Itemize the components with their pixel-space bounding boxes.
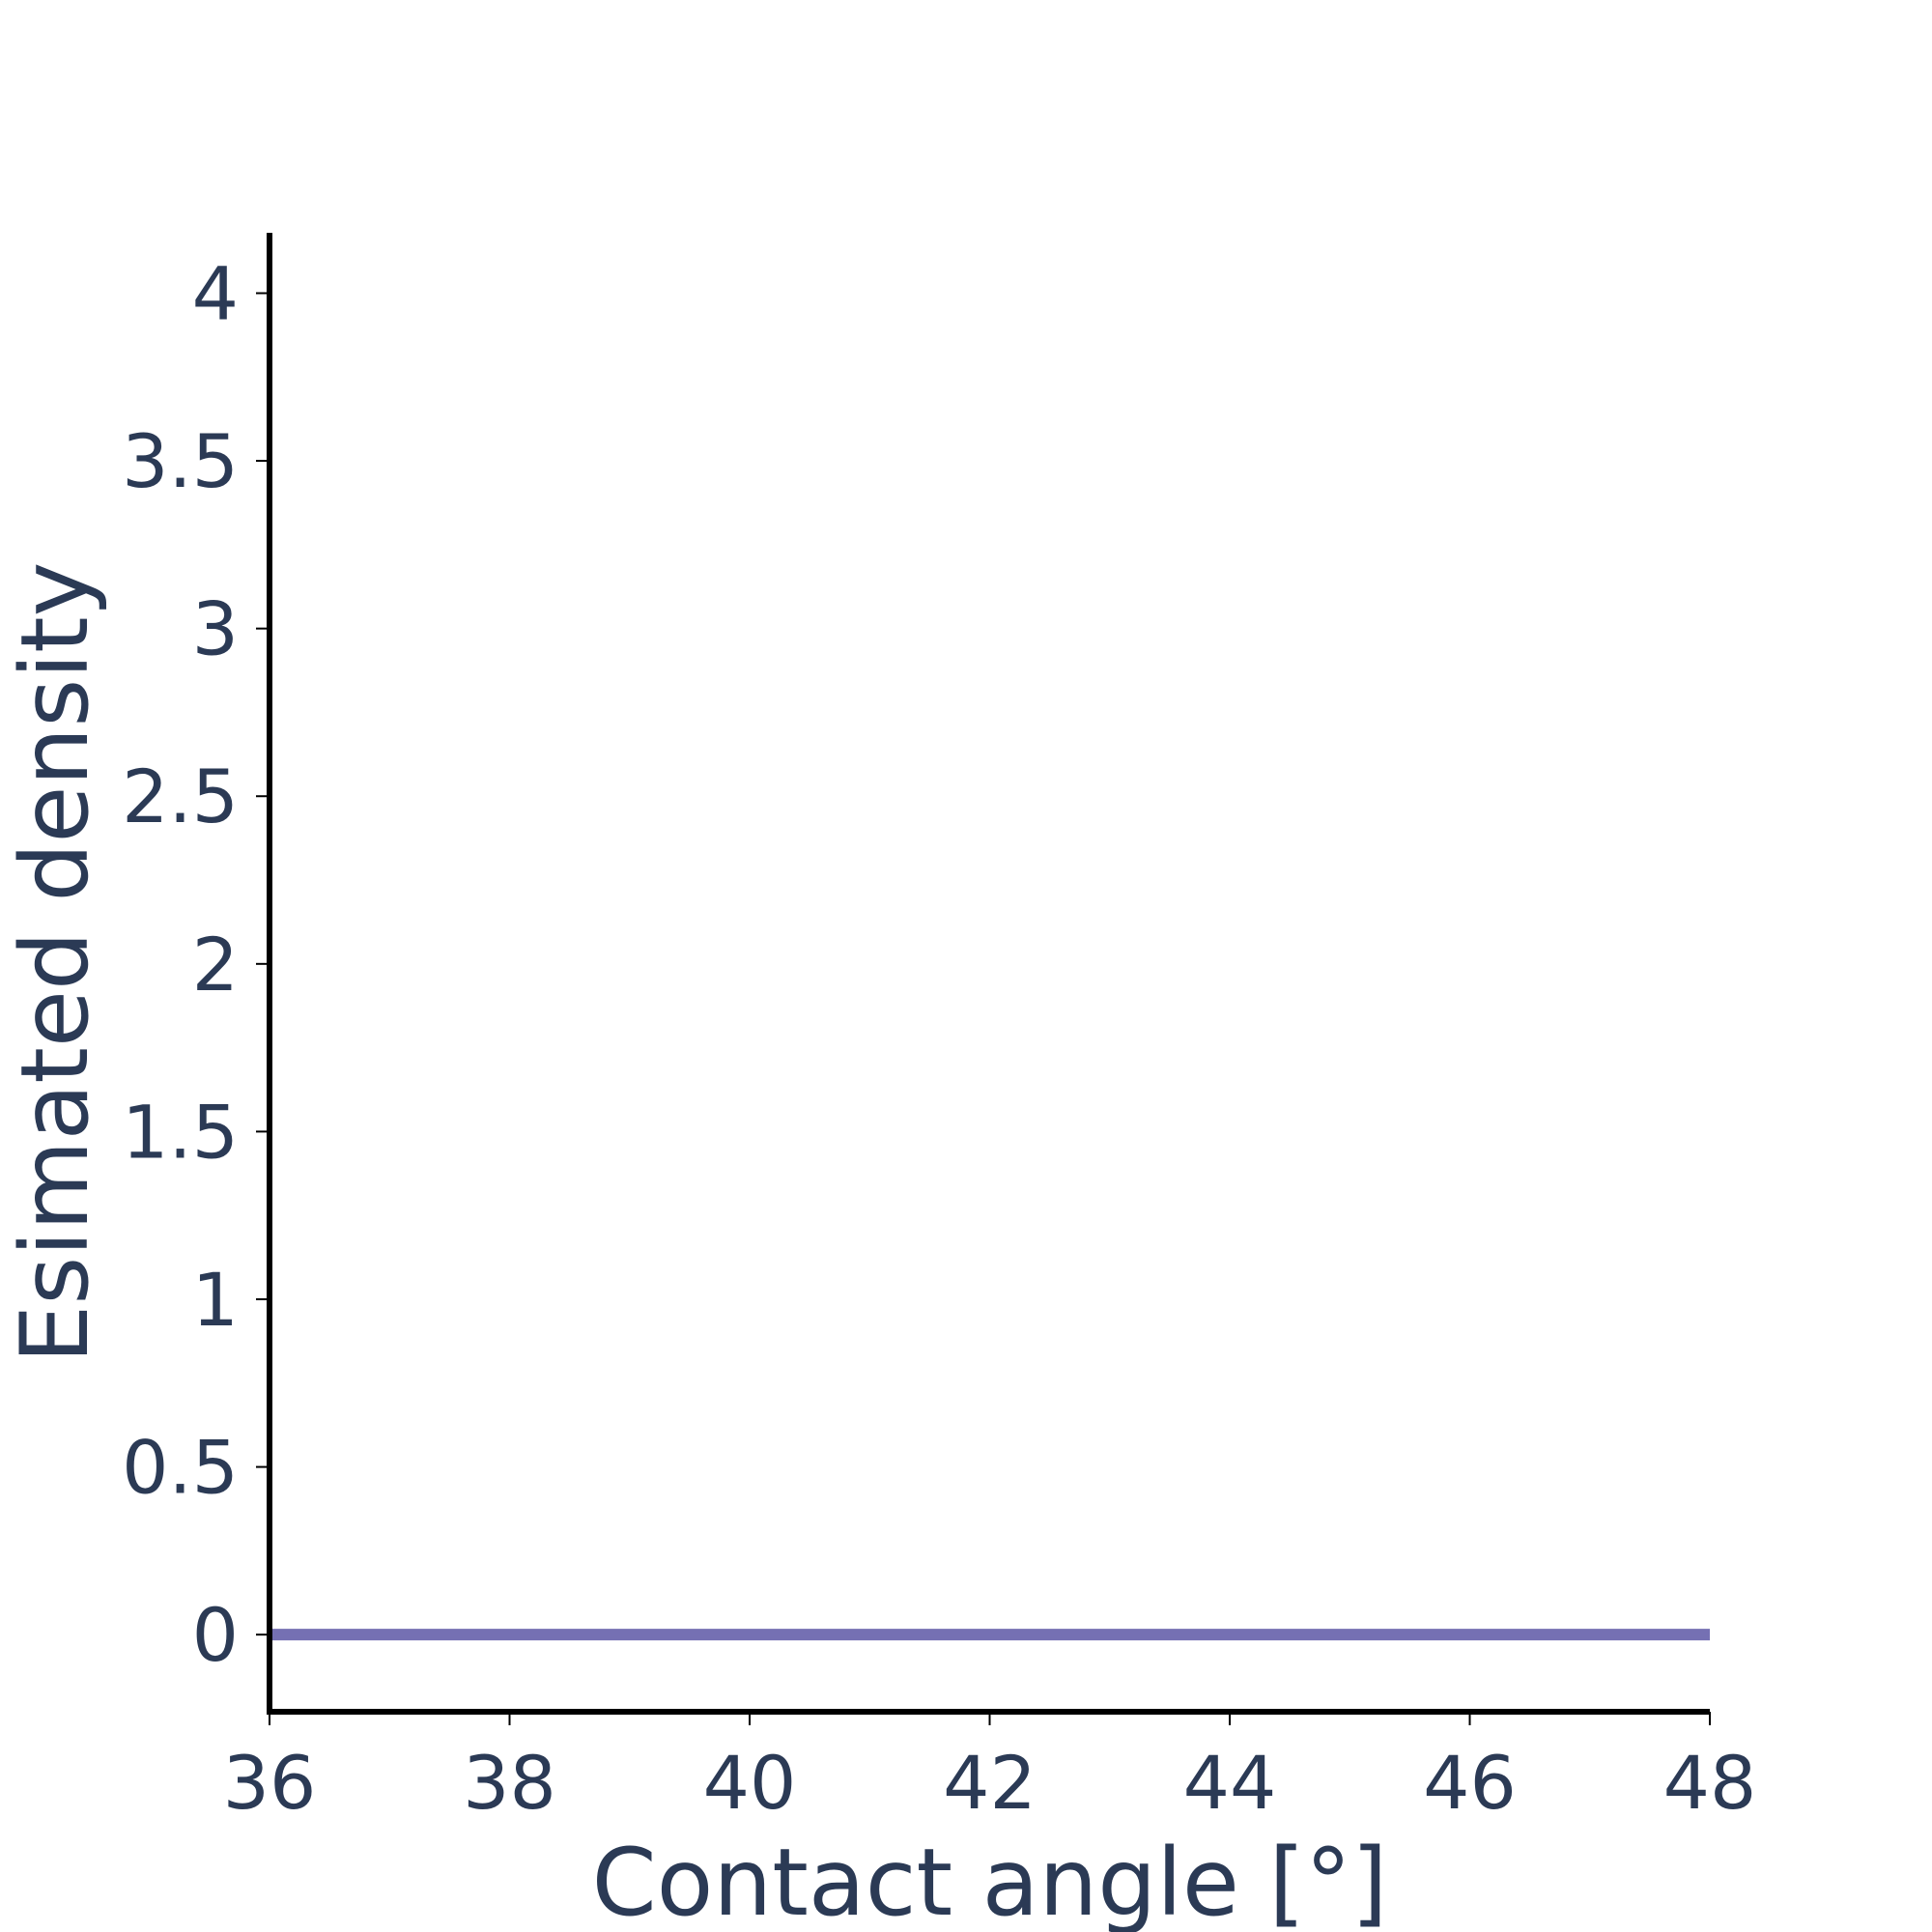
x-tick-label: 46 <box>1423 1740 1517 1826</box>
y-axis-ticks: 0 0.5 1 1.5 2 2.5 3 3.5 4 <box>122 250 270 1678</box>
y-tick-label: 3 <box>192 586 239 672</box>
x-axis-label: Contact angle [°] <box>592 1829 1388 1932</box>
y-tick-label: 3.5 <box>122 418 239 504</box>
y-tick-label: 1.5 <box>122 1089 239 1175</box>
y-tick-label: 0.5 <box>122 1425 239 1511</box>
y-tick-label: 0 <box>192 1592 239 1678</box>
y-axis-label: Esimated density <box>1 562 109 1364</box>
x-tick-label: 38 <box>463 1740 556 1826</box>
y-tick-label: 2 <box>192 922 239 1008</box>
x-tick-label: 36 <box>223 1740 317 1826</box>
x-tick-label: 42 <box>943 1740 1037 1826</box>
x-tick-label: 44 <box>1183 1740 1277 1826</box>
x-tick-label: 40 <box>703 1740 797 1826</box>
x-tick-label: 48 <box>1663 1740 1757 1826</box>
x-axis-ticks: 36 38 40 42 44 46 48 <box>223 1712 1757 1826</box>
y-tick-label: 4 <box>192 250 239 336</box>
y-tick-label: 1 <box>192 1257 239 1343</box>
y-tick-label: 2.5 <box>122 753 239 839</box>
